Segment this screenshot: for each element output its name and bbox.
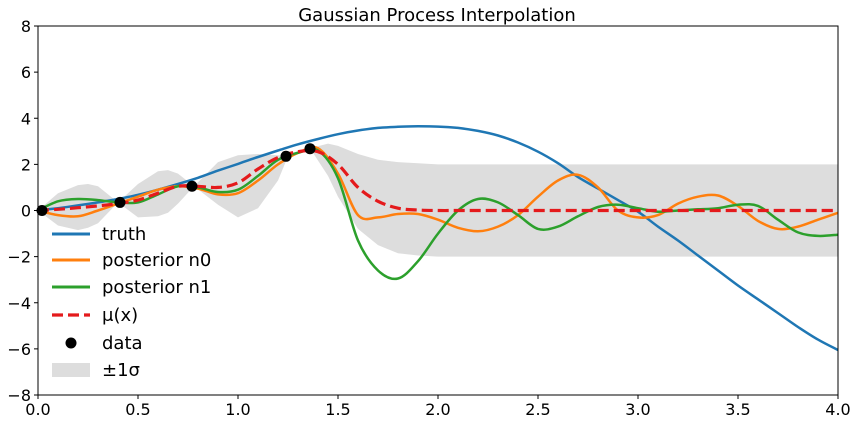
data-point	[114, 196, 126, 208]
legend-posterior-n1: posterior n1	[52, 277, 211, 298]
mean-line	[38, 148, 838, 213]
y-tick-label: 2	[21, 155, 31, 174]
y-tick-label: −6	[7, 340, 31, 359]
x-tick-label: 1.0	[225, 400, 250, 419]
legend-label: posterior n1	[102, 277, 211, 298]
plot-inner	[38, 125, 838, 352]
legend-data: data	[65, 333, 143, 354]
legend-sigma: ±1σ	[52, 360, 140, 381]
legend-swatch	[52, 363, 90, 377]
legend-posterior-n0: posterior n0	[52, 250, 211, 271]
x-tick-label: 1.5	[325, 400, 350, 419]
legend-mu: μ(x)	[52, 305, 138, 326]
legend-label: posterior n0	[102, 250, 211, 271]
legend: truth posterior n0 posterior n1 μ(x) data ±1σ	[52, 224, 211, 381]
legend-label: ±1σ	[102, 360, 140, 381]
legend-truth: truth	[52, 224, 146, 245]
legend-label: truth	[102, 224, 146, 245]
y-tick-label: 8	[21, 17, 31, 36]
x-tick-label: 3.5	[725, 400, 750, 419]
y-tick-label: 0	[21, 202, 31, 221]
y-tick-label: 6	[21, 63, 31, 82]
y-tick-label: 4	[21, 109, 31, 128]
x-tick-label: 2.0	[425, 400, 450, 419]
chart-title: Gaussian Process Interpolation	[298, 5, 576, 26]
data-point	[280, 150, 292, 162]
x-tick-label: 0.0	[25, 400, 50, 419]
data-point	[304, 143, 316, 155]
sigma-band	[38, 143, 838, 257]
legend-label: data	[102, 333, 143, 354]
x-tick-label: 3.0	[625, 400, 650, 419]
x-tick-label: 2.5	[525, 400, 550, 419]
y-tick-label: −8	[7, 386, 31, 405]
data-point	[186, 180, 198, 192]
legend-swatch	[65, 337, 77, 349]
y-tick-label: −2	[7, 248, 31, 267]
plot-area: 0.0 0.5 1.0 1.5 2.0 2.5 3.0 3.5 4.0 −8 −6 −4 −2 0 2 4 6 8	[7, 17, 850, 419]
x-tick-label: 0.5	[125, 400, 150, 419]
y-tick-label: −4	[7, 294, 31, 313]
data-point	[36, 205, 48, 216]
x-tick-label: 4.0	[825, 400, 850, 419]
legend-label: μ(x)	[102, 305, 138, 326]
